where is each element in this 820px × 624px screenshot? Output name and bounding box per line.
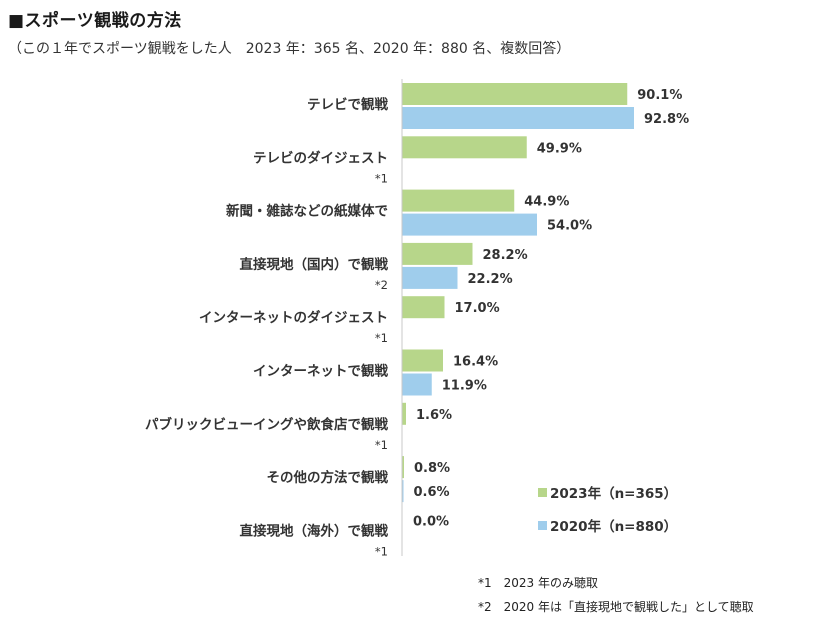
value-label: 22.2% — [468, 272, 513, 287]
value-label: 0.6% — [414, 485, 450, 500]
bar-2020 — [402, 107, 634, 129]
bar-2020 — [402, 373, 432, 396]
footnote-1: *1 2023 年のみ聴取 — [478, 576, 598, 590]
legend: 2023年（n=365） 2020年（n=880） — [538, 485, 677, 535]
bar-2023 — [402, 136, 527, 159]
legend-swatch — [538, 521, 547, 530]
value-label: 44.9% — [524, 195, 569, 210]
bar-2020 — [402, 266, 458, 289]
value-label: 17.0% — [455, 301, 500, 316]
bar-2023 — [402, 189, 515, 212]
chart-subtitle: （この１年でスポーツ観戦をした人 2023 年：365 名、2020 年：880… — [8, 41, 571, 57]
value-label: 0.8% — [414, 461, 450, 476]
category-label: テレビのダイジェスト — [253, 149, 388, 166]
bars — [402, 83, 634, 503]
bar-2023 — [402, 296, 445, 319]
category-label: 新聞・雑誌などの紙媒体で — [226, 203, 388, 220]
category-note: *2 — [375, 278, 388, 292]
category-note: *1 — [375, 544, 388, 558]
category-label: テレビで観戦 — [307, 96, 388, 113]
legend-label: 2020年（n=880） — [550, 518, 677, 535]
bar-2023 — [402, 83, 628, 105]
category-label: インターネットのダイジェスト — [199, 309, 388, 326]
legend-swatch — [538, 488, 547, 497]
category-label: インターネットで観戦 — [253, 363, 388, 380]
bar-2023 — [402, 456, 404, 479]
value-label: 49.9% — [537, 141, 582, 156]
category-label: パブリックビューイングや飲食店で観戦 — [145, 416, 388, 433]
footnote-2: *2 2020 年は「直接現地で観戦した」として聴取 — [478, 600, 754, 614]
category-label: その他の方法で観戦 — [267, 469, 389, 486]
value-label: 92.8% — [644, 112, 689, 127]
value-labels: 90.1% 92.8% 49.9% 44.9% 54.0% 28.2% 22.2% 17.0%… — [413, 88, 689, 529]
bar-2023 — [402, 242, 473, 265]
value-label: 0.0% — [413, 514, 449, 529]
category-note: *1 — [375, 171, 388, 185]
category-note: *1 — [375, 331, 388, 345]
value-label: 16.4% — [453, 355, 498, 370]
value-label: 54.0% — [547, 219, 592, 234]
category-note: *1 — [375, 438, 388, 452]
value-label: 1.6% — [416, 408, 452, 423]
value-label: 11.9% — [442, 379, 487, 394]
bar-2020 — [402, 480, 404, 503]
value-label: 28.2% — [483, 248, 528, 263]
category-label: 直接現地（海外）で観戦 — [240, 522, 389, 539]
value-label: 90.1% — [637, 88, 682, 103]
legend-label: 2023年（n=365） — [550, 485, 677, 502]
bar-2023 — [402, 349, 443, 372]
bar-2020 — [402, 213, 537, 236]
chart-title: ■スポーツ観戦の方法 — [8, 11, 182, 31]
bar-2023 — [402, 402, 406, 425]
category-label: 直接現地（国内）で観戦 — [240, 256, 389, 273]
